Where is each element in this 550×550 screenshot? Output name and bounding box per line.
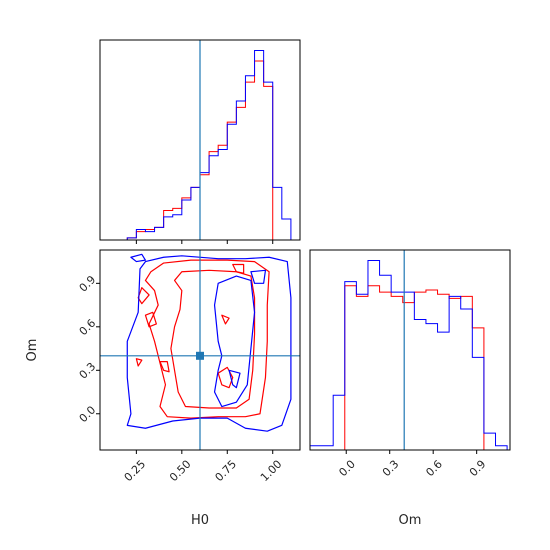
contour-run-b-0 xyxy=(126,255,292,432)
om-xticks: 0.0 0.3 0.6 0.9 xyxy=(336,450,488,479)
x-axis-label-om: Om xyxy=(399,513,422,528)
h0-tick-label-0: 0.25 xyxy=(122,458,149,485)
panel-om-marginal-bg xyxy=(310,250,510,450)
joint-xticks: 0.25 0.50 0.75 1.00 xyxy=(122,450,285,484)
contour-run-b-4 xyxy=(228,369,241,389)
joint-contours xyxy=(126,253,292,432)
truth-point xyxy=(196,351,204,360)
om-ytick-label-0: 0.0 xyxy=(77,404,99,426)
h0-hist-run-b xyxy=(100,50,300,241)
om-tick-label-3: 0.9 xyxy=(467,458,489,480)
contour-run-a-7 xyxy=(232,263,245,274)
om-ytick-label-3: 0.9 xyxy=(77,273,99,295)
om-tick-label-2: 0.6 xyxy=(423,458,445,480)
joint-truth-lines xyxy=(100,250,300,450)
om-histograms xyxy=(309,260,508,451)
h0-tick-label-2: 0.75 xyxy=(213,458,240,485)
panel-om-marginal-frame xyxy=(309,249,511,451)
contour-run-a-6 xyxy=(135,358,143,367)
h0-tick-label-1: 0.50 xyxy=(167,458,194,485)
om-ytick-label-2: 0.6 xyxy=(77,317,99,339)
om-hist-run-b xyxy=(309,260,508,450)
h0-marginal-xticks xyxy=(135,240,274,244)
contour-run-a-8 xyxy=(221,314,230,325)
panel-h0-marginal xyxy=(99,39,301,244)
om-ytick-label-1: 0.3 xyxy=(77,360,99,382)
panel-h0-marginal-frame xyxy=(99,39,301,241)
om-tick-label-1: 0.3 xyxy=(380,458,402,480)
panel-om-marginal: 0.0 0.3 0.6 0.9 xyxy=(309,249,511,479)
contour-run-b-2 xyxy=(130,253,147,263)
contour-run-a-5 xyxy=(159,360,170,373)
contour-run-a-3 xyxy=(137,287,150,305)
contour-run-b-1 xyxy=(213,275,256,408)
contour-run-b-3 xyxy=(250,269,267,284)
x-axis-label-h0: H0 xyxy=(191,513,209,528)
panel-joint-frame xyxy=(99,249,301,451)
contour-run-a-4 xyxy=(144,311,157,328)
om-tick-label-0: 0.0 xyxy=(336,458,358,480)
panel-joint: 0.25 0.50 0.75 1.00 0.0 0.3 0.6 0.9 xyxy=(77,249,301,484)
y-axis-label-om: Om xyxy=(25,339,40,362)
h0-tick-label-3: 1.00 xyxy=(258,458,285,485)
joint-yticks: 0.0 0.3 0.6 0.9 xyxy=(77,273,100,425)
contour-run-a-1 xyxy=(170,269,256,409)
